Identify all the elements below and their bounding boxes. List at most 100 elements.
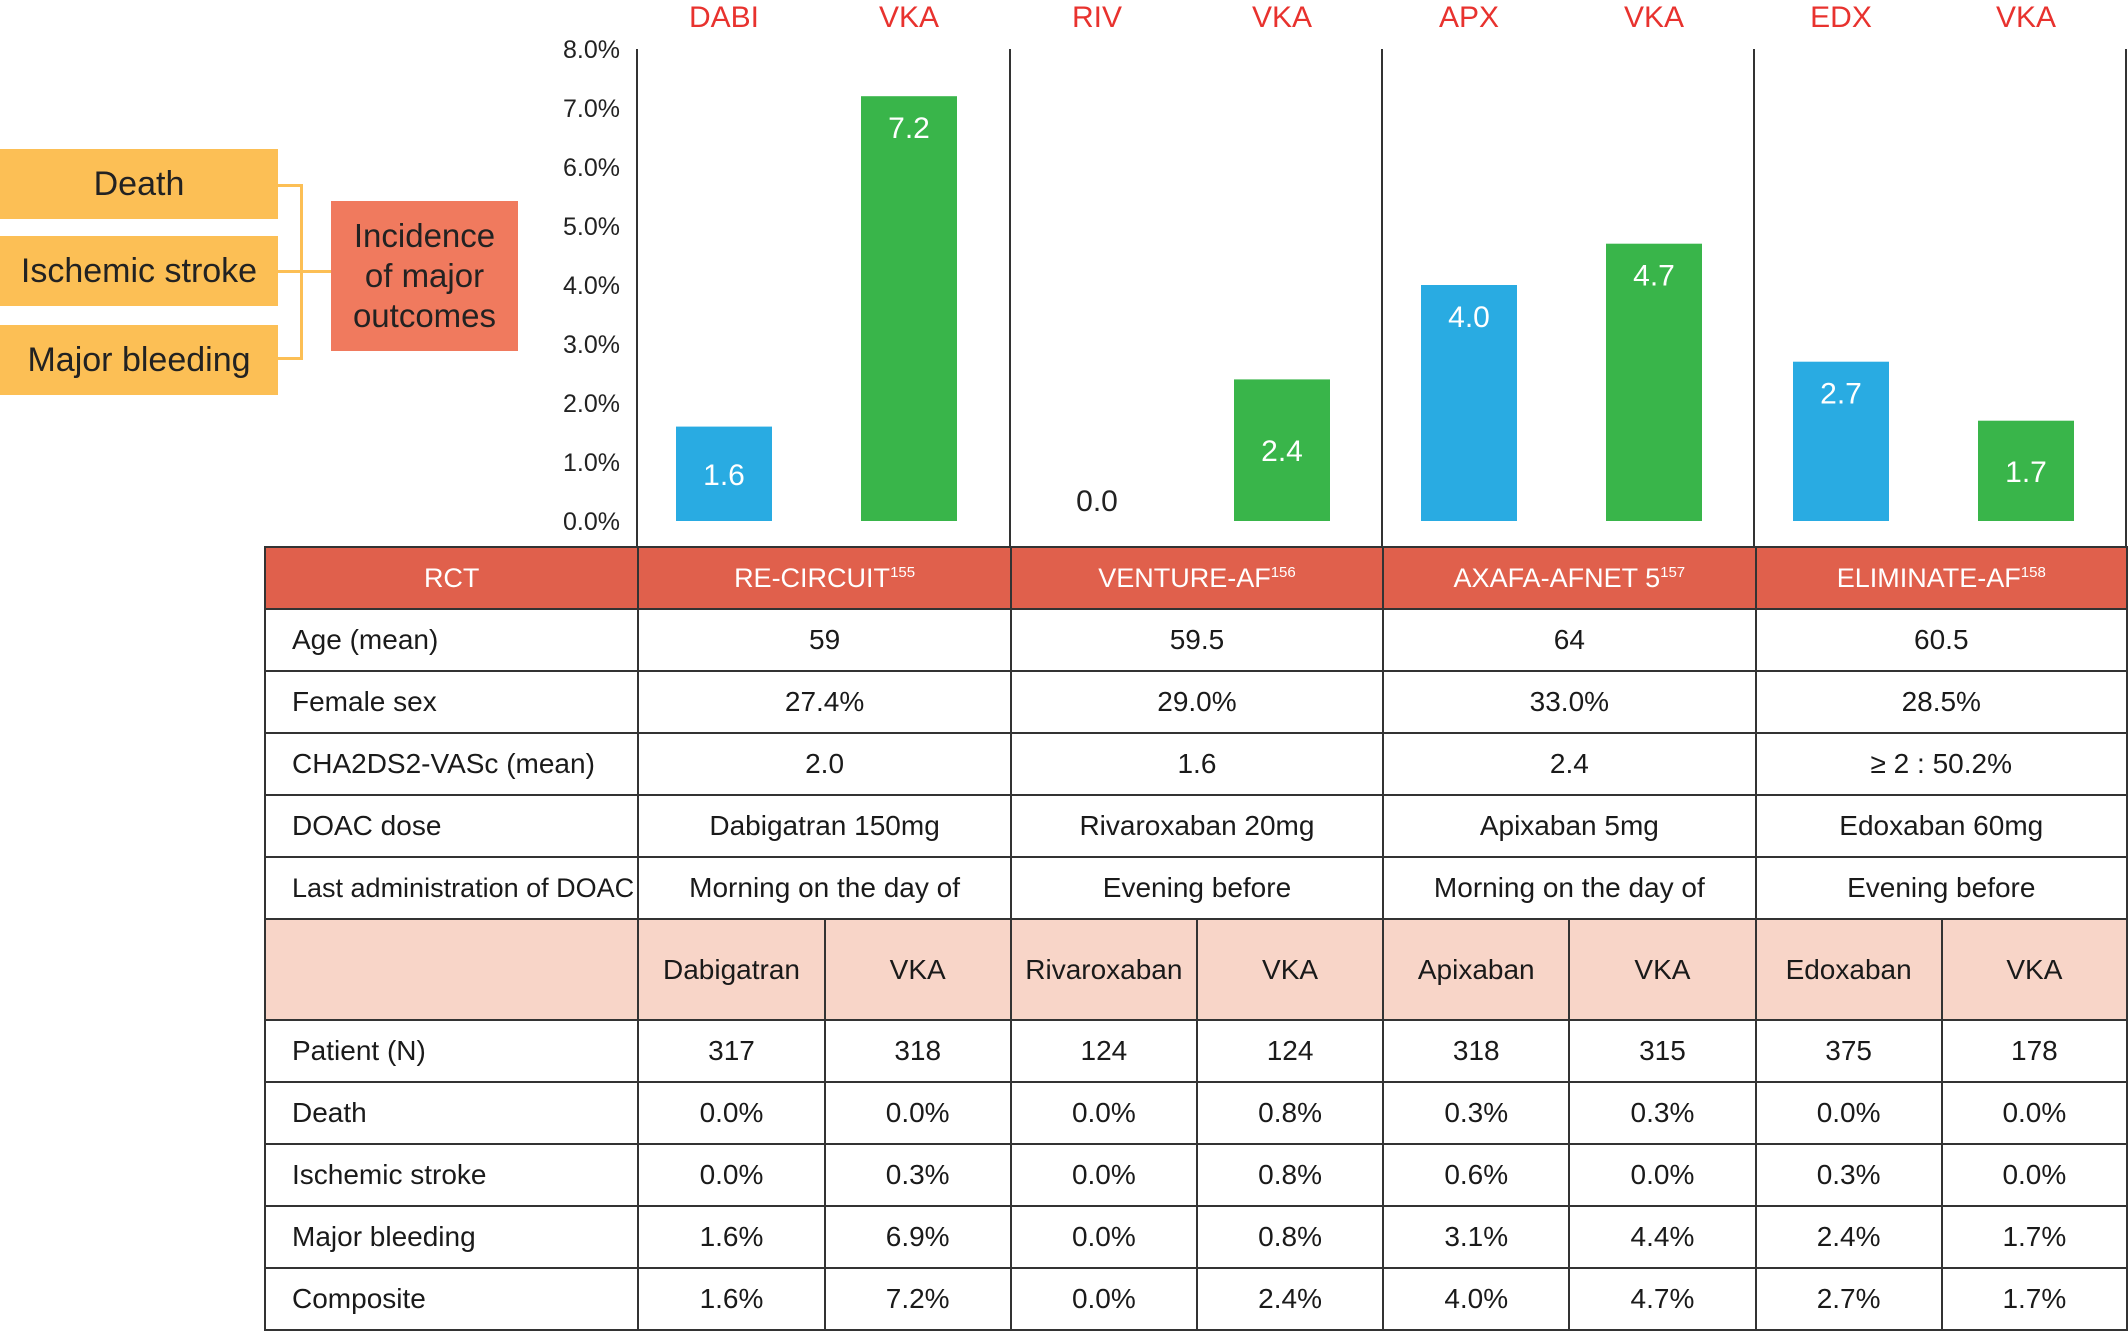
table-row: Patient (N) 317 318 124 124 318 315 375 … bbox=[263, 1019, 2128, 1083]
bar bbox=[676, 426, 772, 521]
table-cell: 124 bbox=[1009, 1019, 1198, 1083]
table-cell: Morning on the day of bbox=[1382, 856, 1757, 920]
bar-category-label: RIV bbox=[1072, 1, 1122, 34]
table-cell: 2.0 bbox=[637, 732, 1012, 796]
table-cell: Evening before bbox=[1754, 856, 2128, 920]
rct-table: RCT RE-CIRCUIT155 VENTURE-AF156 AXAFA-AF… bbox=[263, 546, 2128, 1331]
bar bbox=[1234, 379, 1330, 521]
table-cell: 1.6% bbox=[637, 1205, 826, 1269]
drug-cell: VKA bbox=[823, 918, 1012, 1021]
row-label: Composite bbox=[263, 1267, 640, 1331]
trial-name: RE-CIRCUIT bbox=[734, 562, 891, 593]
table-cell: 0.0% bbox=[823, 1081, 1012, 1145]
table-row: Major bleeding 1.6% 6.9% 0.0% 0.8% 3.1% … bbox=[263, 1205, 2128, 1269]
trial-ref: 158 bbox=[2020, 563, 2046, 581]
table-cell: 0.8% bbox=[1195, 1205, 1385, 1269]
table-cell: 59.5 bbox=[1009, 608, 1385, 672]
table-cell: 28.5% bbox=[1754, 670, 2128, 734]
table-cell: 59 bbox=[637, 608, 1012, 672]
trial-ref: 157 bbox=[1660, 563, 1686, 581]
table-cell: 0.0% bbox=[1009, 1081, 1198, 1145]
bar-value-label: 4.7 bbox=[1633, 260, 1675, 293]
trial-name: ELIMINATE-AF bbox=[1836, 562, 2021, 593]
table-cell: 0.0% bbox=[1940, 1081, 2128, 1145]
y-tick-label: 1.0% bbox=[563, 449, 620, 477]
trial-header: AXAFA-AFNET 5157 bbox=[1382, 546, 1757, 610]
bar-category-label: VKA bbox=[1624, 1, 1684, 34]
incidence-box: Incidence of major outcomes bbox=[331, 201, 518, 351]
table-cell: 0.0% bbox=[1009, 1143, 1198, 1207]
bar-value-label: 1.6 bbox=[703, 459, 745, 492]
drug-row: Dabigatran VKA Rivaroxaban VKA Apixaban … bbox=[263, 918, 2128, 1021]
table-cell: 4.0% bbox=[1382, 1267, 1571, 1331]
outcome-bracket-connector bbox=[278, 270, 331, 273]
table-row: Age (mean) 59 59.5 64 60.5 bbox=[263, 608, 2128, 672]
drug-cell: VKA bbox=[1568, 918, 1757, 1021]
table-cell: 0.3% bbox=[823, 1143, 1012, 1207]
table-row: Female sex 27.4% 29.0% 33.0% 28.5% bbox=[263, 670, 2128, 734]
outcome-box-major-bleeding: Major bleeding bbox=[0, 325, 278, 395]
drug-cell: VKA bbox=[1940, 918, 2128, 1021]
table-cell: 0.0% bbox=[637, 1143, 826, 1207]
row-label: Ischemic stroke bbox=[263, 1143, 640, 1207]
table-cell: 2.7% bbox=[1754, 1267, 1943, 1331]
bar-category-label: VKA bbox=[879, 1, 939, 34]
table-cell: 375 bbox=[1754, 1019, 1943, 1083]
bar-value-label: 7.2 bbox=[888, 112, 930, 145]
bar bbox=[1978, 420, 2074, 521]
table-cell: 0.0% bbox=[1568, 1143, 1757, 1207]
table-cell: 64 bbox=[1382, 608, 1757, 672]
drug-cell: Dabigatran bbox=[637, 918, 826, 1021]
bar bbox=[861, 96, 957, 521]
table-cell: 1.7% bbox=[1940, 1267, 2128, 1331]
trial-header: VENTURE-AF156 bbox=[1009, 546, 1385, 610]
table-cell: 6.9% bbox=[823, 1205, 1012, 1269]
table-row: Death 0.0% 0.0% 0.0% 0.8% 0.3% 0.3% 0.0%… bbox=[263, 1081, 2128, 1145]
table-header-row: RCT RE-CIRCUIT155 VENTURE-AF156 AXAFA-AF… bbox=[263, 546, 2128, 610]
table-cell: Dabigatran 150mg bbox=[637, 794, 1012, 858]
bar-value-label: 1.7 bbox=[2005, 456, 2047, 489]
row-label: CHA2DS2-VASc (mean) bbox=[263, 732, 640, 796]
table-cell: ≥ 2 : 50.2% bbox=[1754, 732, 2128, 796]
table-cell: 1.7% bbox=[1940, 1205, 2128, 1269]
table-cell: 2.4 bbox=[1382, 732, 1757, 796]
table-cell: 2.4% bbox=[1195, 1267, 1385, 1331]
table-row: Composite 1.6% 7.2% 0.0% 2.4% 4.0% 4.7% … bbox=[263, 1267, 2128, 1331]
trial-name: AXAFA-AFNET 5 bbox=[1453, 562, 1661, 593]
table-cell: Apixaban 5mg bbox=[1382, 794, 1757, 858]
table-cell: 317 bbox=[637, 1019, 826, 1083]
bar bbox=[1606, 243, 1702, 521]
bar-category-label: DABI bbox=[689, 1, 759, 34]
bar bbox=[1421, 285, 1517, 521]
incidence-line-1: Incidence bbox=[353, 217, 496, 254]
bar-value-label: 2.4 bbox=[1261, 435, 1303, 468]
bar-chart: 0.0% 1.0% 2.0% 3.0% 4.0% 5.0% 6.0% 7.0% 8.0% DABI… bbox=[563, 1, 2127, 546]
table-cell: 318 bbox=[1382, 1019, 1571, 1083]
table-cell: 0.0% bbox=[1009, 1267, 1198, 1331]
table-cell: 27.4% bbox=[637, 670, 1012, 734]
bar-category-label: EDX bbox=[1810, 1, 1872, 34]
rct-label: RCT bbox=[263, 546, 640, 610]
table-cell: 0.3% bbox=[1568, 1081, 1757, 1145]
table-row: Last administration of DOAC Morning on t… bbox=[263, 856, 2128, 920]
row-label: Major bleeding bbox=[263, 1205, 640, 1269]
table-cell: 0.3% bbox=[1754, 1143, 1943, 1207]
table-cell: 0.8% bbox=[1195, 1081, 1385, 1145]
table-cell: 0.0% bbox=[1754, 1081, 1943, 1145]
trial-ref: 155 bbox=[890, 563, 916, 581]
table-cell: 4.7% bbox=[1568, 1267, 1757, 1331]
y-tick-label: 0.0% bbox=[563, 508, 620, 536]
trial-header: RE-CIRCUIT155 bbox=[637, 546, 1012, 610]
table-row: Ischemic stroke 0.0% 0.3% 0.0% 0.8% 0.6%… bbox=[263, 1143, 2128, 1207]
table-cell: 0.0% bbox=[637, 1081, 826, 1145]
drug-row-blank bbox=[263, 918, 640, 1021]
row-label: DOAC dose bbox=[263, 794, 640, 858]
drug-cell: Apixaban bbox=[1382, 918, 1571, 1021]
table-cell: 0.3% bbox=[1382, 1081, 1571, 1145]
table-cell: Edoxaban 60mg bbox=[1754, 794, 2128, 858]
table-cell: 0.6% bbox=[1382, 1143, 1571, 1207]
table-cell: 0.0% bbox=[1009, 1205, 1198, 1269]
incidence-line-3: outcomes bbox=[352, 297, 497, 334]
table-cell: 29.0% bbox=[1009, 670, 1385, 734]
y-tick-label: 5.0% bbox=[563, 213, 620, 241]
